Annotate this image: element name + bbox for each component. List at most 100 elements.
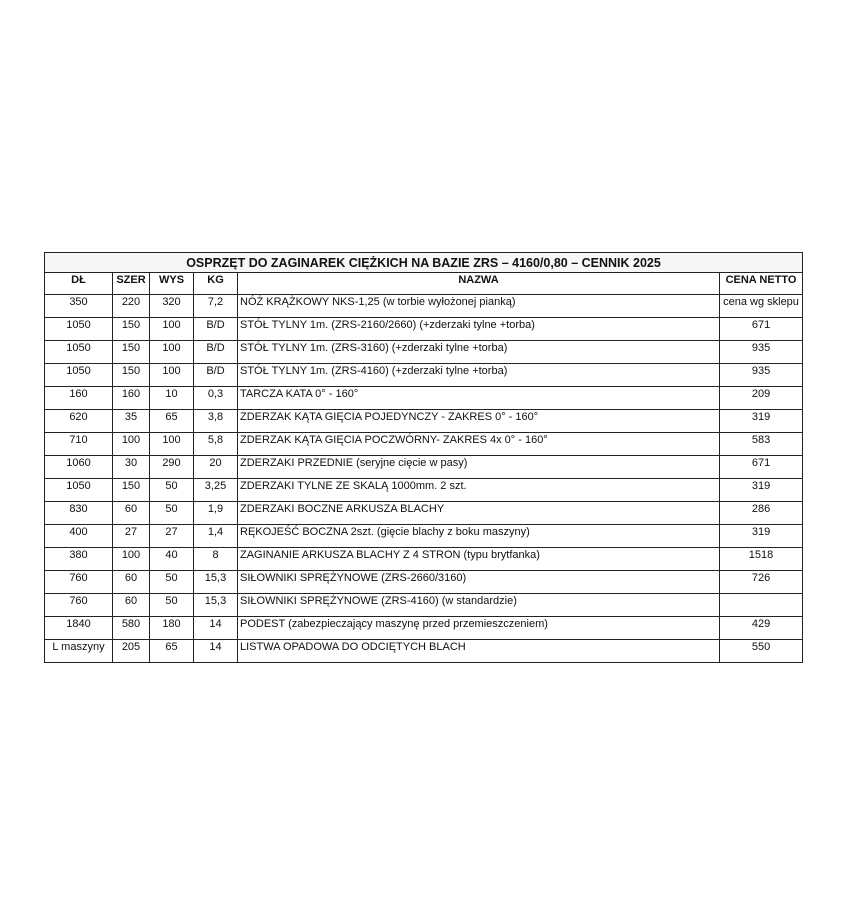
cell-cena-netto: 935 <box>718 340 804 364</box>
cell-cena-netto: 319 <box>718 478 804 502</box>
cell-nazwa: ZDERZAK KĄTA GIĘCIA POCZWÓRNY- ZAKRES 4x… <box>237 432 720 456</box>
cell-nazwa: SIŁOWNIKI SPRĘŻYNOWE (ZRS-2660/3160) <box>237 570 720 594</box>
cell-cena-netto: 671 <box>718 455 804 479</box>
cell-szer: 100 <box>112 432 150 456</box>
table-row: 760 60 50 15,3 SIŁOWNIKI SPRĘŻYNOWE (ZRS-266… <box>44 570 804 594</box>
cell-nazwa: STÓŁ TYLNY 1m. (ZRS-3160) (+zderzaki tyl… <box>237 340 720 364</box>
cell-szer: 100 <box>112 547 150 571</box>
cell-dl: 620 <box>44 409 113 433</box>
cell-nazwa: ZDERZAKI BOCZNE ARKUSZA BLACHY <box>237 501 720 525</box>
cell-nazwa: ZDERZAKI PRZEDNIE (seryjne cięcie w pasy… <box>237 455 720 479</box>
cell-cena-netto: 935 <box>718 363 804 387</box>
table-title: OSPRZĘT DO ZAGINAREK CIĘŻKICH NA BAZIE Z… <box>43 252 804 273</box>
cell-szer: 27 <box>112 524 150 548</box>
table-row: L maszyny 205 65 14 LISTWA OPADOWA DO ODCIĘT… <box>44 639 804 663</box>
cell-dl: 160 <box>44 386 113 410</box>
cell-wys: 100 <box>149 432 194 456</box>
cell-kg: 1,4 <box>193 524 238 548</box>
cell-szer: 60 <box>112 593 150 617</box>
cell-wys: 27 <box>149 524 194 548</box>
cell-nazwa: PODEST (zabezpieczający maszynę przed pr… <box>237 616 720 640</box>
cell-cena-netto: 429 <box>718 616 804 640</box>
cell-wys: 40 <box>149 547 194 571</box>
cell-kg: 14 <box>193 639 238 663</box>
cell-wys: 65 <box>149 409 194 433</box>
cell-cena-netto: 286 <box>718 501 804 525</box>
cell-wys: 50 <box>149 501 194 525</box>
cell-wys: 100 <box>149 340 194 364</box>
cell-dl: L maszyny <box>44 639 113 663</box>
cell-dl: 1050 <box>44 478 113 502</box>
table-row: 380 100 40 8 ZAGINANIE ARKUSZA BLACHY Z 4 ST… <box>44 547 804 571</box>
cell-kg: 15,3 <box>193 570 238 594</box>
cell-kg: 7,2 <box>193 294 238 318</box>
cell-nazwa: ZDERZAK KĄTA GIĘCIA POJEDYNCZY - ZAKRES … <box>237 409 720 433</box>
cell-wys: 65 <box>149 639 194 663</box>
table-row: 1050 150 100 B/D STÓŁ TYLNY 1m. (ZRS-3160) (… <box>44 340 804 364</box>
cell-dl: 380 <box>44 547 113 571</box>
cell-nazwa: RĘKOJEŚĆ BOCZNA 2szt. (gięcie blachy z b… <box>237 524 720 548</box>
header-szer: SZER <box>112 272 150 295</box>
cell-szer: 30 <box>112 455 150 479</box>
cell-kg: 14 <box>193 616 238 640</box>
cell-kg: 3,8 <box>193 409 238 433</box>
table-row: 620 35 65 3,8 ZDERZAK KĄTA GIĘCIA POJEDYNCZY… <box>44 409 804 433</box>
cell-kg: B/D <box>193 317 238 341</box>
cell-kg: 20 <box>193 455 238 479</box>
cell-nazwa: LISTWA OPADOWA DO ODCIĘTYCH BLACH <box>237 639 720 663</box>
cell-kg: 1,9 <box>193 501 238 525</box>
cell-kg: 15,3 <box>193 593 238 617</box>
cell-szer: 205 <box>112 639 150 663</box>
cell-dl: 710 <box>44 432 113 456</box>
header-kg: KG <box>193 272 238 295</box>
cell-nazwa: ZAGINANIE ARKUSZA BLACHY Z 4 STRON (typu… <box>237 547 720 571</box>
cell-dl: 350 <box>44 294 113 318</box>
table-row: 1050 150 100 B/D STÓŁ TYLNY 1m. (ZRS-2160/26… <box>44 317 804 341</box>
cell-wys: 10 <box>149 386 194 410</box>
cell-cena-netto <box>718 593 804 617</box>
table-row: 760 60 50 15,3 SIŁOWNIKI SPRĘŻYNOWE (ZRS-416… <box>44 593 804 617</box>
cell-szer: 150 <box>112 317 150 341</box>
cell-nazwa: STÓŁ TYLNY 1m. (ZRS-4160) (+zderzaki tyl… <box>237 363 720 387</box>
cell-szer: 60 <box>112 570 150 594</box>
cell-dl: 760 <box>44 593 113 617</box>
cell-wys: 180 <box>149 616 194 640</box>
header-nazwa: NAZWA <box>237 272 720 295</box>
cell-szer: 580 <box>112 616 150 640</box>
table-row: 1840 580 180 14 PODEST (zabezpieczający masz… <box>44 616 804 640</box>
cell-szer: 35 <box>112 409 150 433</box>
cell-nazwa: TARCZA KATA 0° - 160° <box>237 386 720 410</box>
cell-cena-netto: cena wg sklepu <box>718 294 804 318</box>
cell-szer: 150 <box>112 478 150 502</box>
table-row: 350 220 320 7,2 NÓŻ KRĄŻKOWY NKS-1,25 (w tor… <box>44 294 804 318</box>
cell-szer: 60 <box>112 501 150 525</box>
cell-wys: 50 <box>149 570 194 594</box>
header-wys: WYS <box>149 272 194 295</box>
cell-szer: 160 <box>112 386 150 410</box>
cell-dl: 760 <box>44 570 113 594</box>
table-row: 160 160 10 0,3 TARCZA KATA 0° - 160° 209 <box>44 386 804 410</box>
cell-dl: 400 <box>44 524 113 548</box>
cell-kg: 5,8 <box>193 432 238 456</box>
cell-cena-netto: 671 <box>718 317 804 341</box>
cell-dl: 830 <box>44 501 113 525</box>
cell-wys: 50 <box>149 593 194 617</box>
cell-dl: 1050 <box>44 340 113 364</box>
cell-kg: 0,3 <box>193 386 238 410</box>
cell-wys: 100 <box>149 317 194 341</box>
header-row: DŁ SZER WYS KG NAZWA CENA NETTO <box>44 272 804 295</box>
price-list-table: OSPRZĘT DO ZAGINAREK CIĘŻKICH NA BAZIE Z… <box>43 252 804 663</box>
cell-szer: 220 <box>112 294 150 318</box>
cell-wys: 290 <box>149 455 194 479</box>
cell-kg: B/D <box>193 340 238 364</box>
cell-nazwa: SIŁOWNIKI SPRĘŻYNOWE (ZRS-4160) (w stand… <box>237 593 720 617</box>
cell-kg: 8 <box>193 547 238 571</box>
cell-nazwa: NÓŻ KRĄŻKOWY NKS-1,25 (w torbie wyłożone… <box>237 294 720 318</box>
cell-szer: 150 <box>112 340 150 364</box>
table-row: 1060 30 290 20 ZDERZAKI PRZEDNIE (seryjne ci… <box>44 455 804 479</box>
cell-cena-netto: 583 <box>718 432 804 456</box>
table-row: 400 27 27 1,4 RĘKOJEŚĆ BOCZNA 2szt. (gięcie … <box>44 524 804 548</box>
cell-kg: B/D <box>193 363 238 387</box>
cell-dl: 1840 <box>44 616 113 640</box>
cell-wys: 320 <box>149 294 194 318</box>
